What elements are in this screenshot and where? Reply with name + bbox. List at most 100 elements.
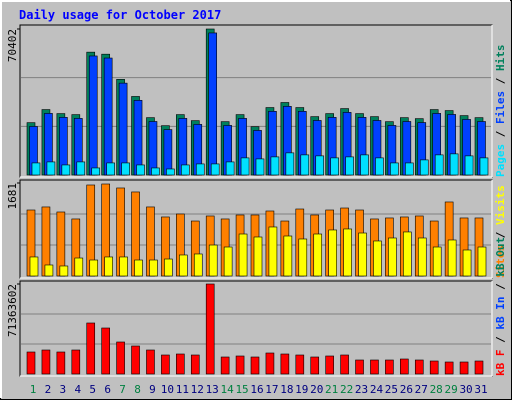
bar [149, 259, 158, 277]
legend-entry: Sites [494, 245, 507, 278]
x-tick-label: 3 [60, 383, 67, 396]
x-tick-label: 4 [74, 383, 81, 396]
legend-entry: kB In [494, 297, 507, 330]
bar [330, 157, 339, 176]
x-tick-label: 12 [191, 383, 204, 396]
bar [146, 349, 155, 375]
bar [240, 157, 250, 176]
bar [163, 129, 173, 176]
bar [385, 359, 394, 375]
bar [176, 353, 185, 375]
bar [373, 240, 382, 277]
bar [225, 161, 235, 176]
bar [101, 327, 110, 375]
bar [104, 256, 113, 277]
x-tick-label: 20 [310, 383, 323, 396]
bar [29, 256, 39, 277]
bar [133, 100, 143, 176]
bar [106, 162, 115, 176]
bar [46, 161, 56, 176]
x-tick-label: 22 [340, 383, 353, 396]
bar [370, 359, 379, 375]
x-tick-label: 17 [265, 383, 278, 396]
bar [166, 168, 175, 176]
bar [134, 259, 143, 277]
bar [285, 152, 295, 176]
bar [315, 155, 325, 176]
bar [355, 359, 364, 375]
bar [148, 121, 158, 176]
x-tick-label: 2 [45, 383, 52, 396]
y-tick-label: 70402 [6, 29, 19, 62]
bar [220, 356, 230, 375]
bar [161, 354, 170, 375]
bar [136, 164, 145, 176]
bar [74, 257, 84, 277]
x-tick-label: 31 [474, 383, 487, 396]
x-tick-label: 8 [134, 383, 141, 396]
bar [190, 354, 200, 375]
legend-entry: Hits [494, 45, 507, 72]
x-tick-label: 25 [385, 383, 398, 396]
bar [429, 360, 439, 375]
legend: kB F / kB In / kB Out [494, 237, 507, 376]
legend-entry: Files [494, 91, 507, 124]
legend-separator: / [494, 124, 507, 144]
x-tick-label: 6 [104, 383, 111, 396]
bar [388, 237, 397, 277]
legend: Pages / Files / Hits [494, 45, 507, 178]
bar [375, 157, 384, 176]
bar [462, 249, 472, 277]
bar [345, 156, 354, 176]
bar [358, 232, 367, 277]
bar [41, 349, 51, 375]
bar [432, 246, 442, 277]
bar [280, 353, 290, 375]
bar [474, 360, 484, 375]
x-tick-label: 15 [235, 383, 248, 396]
bar [88, 55, 98, 176]
bar [403, 231, 412, 277]
x-tick-label: 27 [415, 383, 428, 396]
bar [193, 253, 203, 277]
bar [310, 356, 320, 375]
legend-separator: / [494, 225, 507, 245]
legend-entry: Visits [494, 185, 507, 225]
bar [464, 155, 474, 176]
bar [417, 237, 427, 277]
bar [205, 283, 215, 375]
x-tick-label: 1 [30, 383, 37, 396]
bar [195, 163, 205, 176]
legend-separator: / [494, 71, 507, 91]
bar [151, 167, 160, 176]
x-tick-label: 24 [370, 383, 384, 396]
bar [89, 259, 99, 277]
bar [31, 162, 41, 176]
bar [179, 254, 188, 277]
bar [118, 82, 128, 176]
bar [121, 162, 130, 176]
bar [479, 157, 489, 176]
bar [405, 162, 414, 176]
bar [56, 351, 66, 375]
legend-entry: kB Out [494, 237, 507, 277]
bar [253, 236, 263, 277]
bar [270, 156, 280, 176]
legend-entry: kB F [494, 350, 507, 377]
bar [328, 229, 337, 277]
bar [295, 354, 305, 375]
bar [71, 349, 81, 375]
x-tick-label: 14 [221, 383, 235, 396]
bar [86, 322, 96, 375]
bar [313, 233, 323, 277]
bar [103, 57, 113, 176]
bar [298, 238, 308, 277]
bar [400, 358, 409, 375]
bar [360, 154, 369, 176]
bar [419, 159, 429, 176]
x-tick-label: 10 [161, 383, 174, 396]
x-tick-label: 26 [400, 383, 413, 396]
x-tick-label: 13 [206, 383, 219, 396]
bar [61, 164, 71, 176]
